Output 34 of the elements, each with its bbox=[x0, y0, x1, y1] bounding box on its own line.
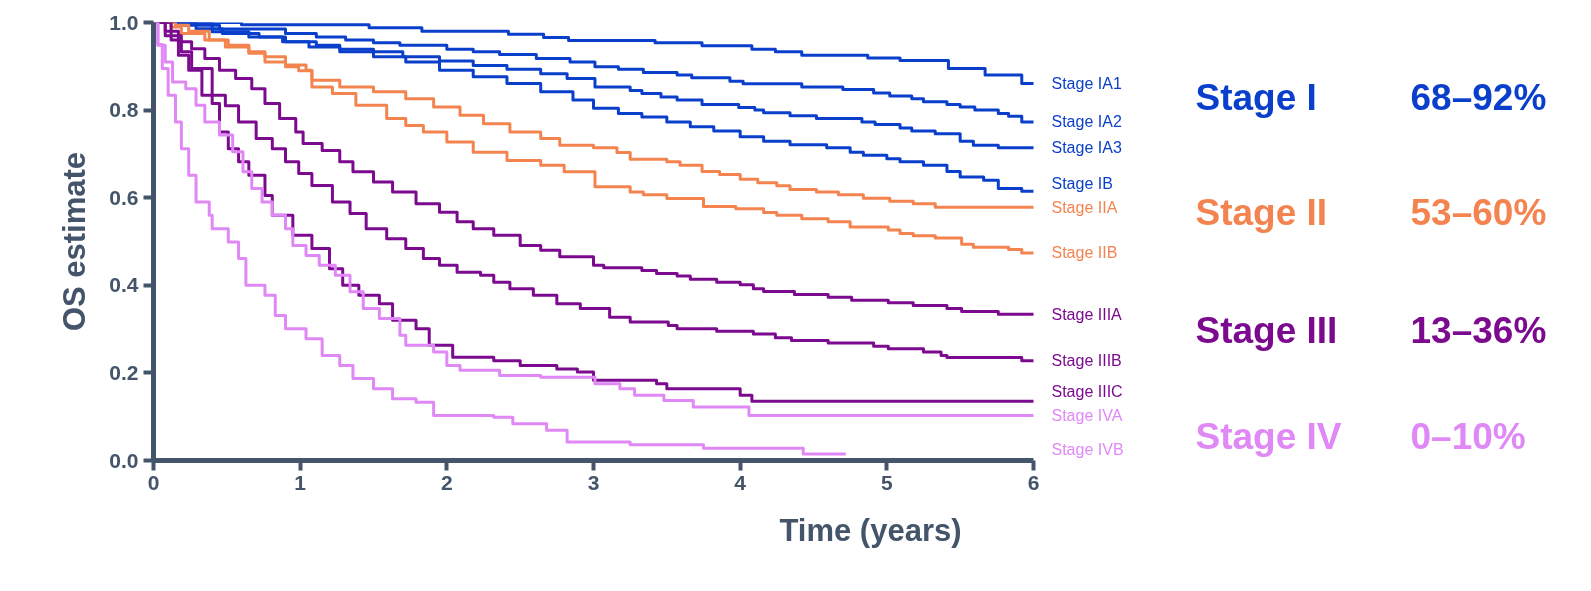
y-tick-label: 1.0 bbox=[109, 10, 139, 34]
text: 13–36% bbox=[1410, 310, 1547, 351]
y-axis-title: OS estimate bbox=[57, 151, 93, 332]
text: Stage IV bbox=[1195, 416, 1342, 457]
x-tick-label: 3 bbox=[587, 470, 600, 494]
y-tick-label: 0.6 bbox=[109, 185, 139, 209]
x-tick-label: 6 bbox=[1027, 470, 1040, 494]
y-tick-label: 0.4 bbox=[109, 273, 139, 297]
x-tick-label: 5 bbox=[880, 470, 893, 494]
y-tick-label: 0.2 bbox=[109, 360, 139, 384]
series-label: Stage IIIC bbox=[1051, 382, 1123, 400]
text: Stage IVB bbox=[1051, 441, 1124, 459]
text: Stage III bbox=[1195, 310, 1338, 351]
text: Stage II bbox=[1195, 192, 1328, 233]
x-tick-label: 2 bbox=[440, 470, 453, 494]
series-label: Stage IA2 bbox=[1051, 113, 1122, 131]
y-tick-label: 0.8 bbox=[109, 98, 139, 122]
series-label: Stage IIB bbox=[1051, 244, 1118, 262]
series-label: Stage IB bbox=[1051, 174, 1113, 192]
text: Stage I bbox=[1195, 77, 1317, 118]
series-label: Stage IA3 bbox=[1051, 139, 1122, 157]
series-label: Stage IVA bbox=[1051, 406, 1123, 424]
x-tick-label: 1 bbox=[294, 470, 307, 494]
x-tick-label: 0 bbox=[147, 470, 160, 494]
text: 68–92% bbox=[1410, 77, 1547, 118]
x-axis-title: Time (years) bbox=[779, 512, 962, 548]
series-label: Stage IIA bbox=[1051, 198, 1118, 216]
y-tick-label: 0.0 bbox=[109, 448, 139, 472]
series-label: Stage IIIA bbox=[1051, 305, 1123, 323]
series-label: Stage IA1 bbox=[1051, 74, 1122, 92]
x-tick-label: 4 bbox=[734, 470, 747, 494]
text: 53–60% bbox=[1410, 192, 1547, 233]
series-label: Stage IIIB bbox=[1051, 352, 1122, 370]
text: 0–10% bbox=[1410, 416, 1526, 457]
